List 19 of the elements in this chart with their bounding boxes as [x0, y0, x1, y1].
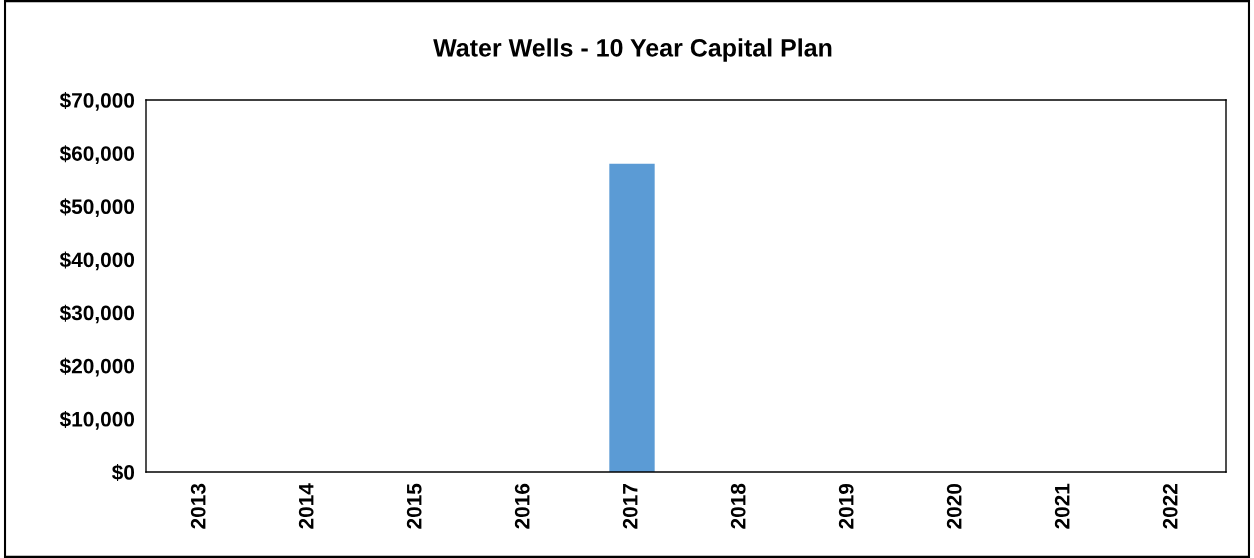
y-tick-label: $30,000 — [59, 304, 135, 324]
x-tick-label: 2021 — [1054, 483, 1070, 529]
x-tick-label: 2016 — [514, 483, 530, 529]
chart-title: Water Wells - 10 Year Capital Plan — [433, 38, 832, 62]
y-tick-label: $10,000 — [59, 410, 135, 430]
x-tick-label: 2017 — [622, 484, 638, 529]
x-tick-label: 2014 — [298, 483, 314, 529]
y-tick-label: $50,000 — [59, 198, 135, 218]
y-tick-label: $70,000 — [59, 92, 135, 111]
y-tick-label: $40,000 — [59, 251, 135, 271]
x-tick-label: 2013 — [190, 483, 206, 529]
y-tick-label: $0 — [111, 464, 135, 482]
x-tick-label: 2019 — [838, 483, 854, 529]
x-tick-label: 2020 — [946, 483, 962, 529]
y-tick-label: $60,000 — [59, 145, 135, 164]
x-tick-label: 2015 — [406, 483, 422, 529]
y-tick-label: $20,000 — [59, 357, 135, 377]
x-tick-label: 2018 — [730, 483, 746, 529]
x-tick-label: 2022 — [1162, 483, 1178, 529]
